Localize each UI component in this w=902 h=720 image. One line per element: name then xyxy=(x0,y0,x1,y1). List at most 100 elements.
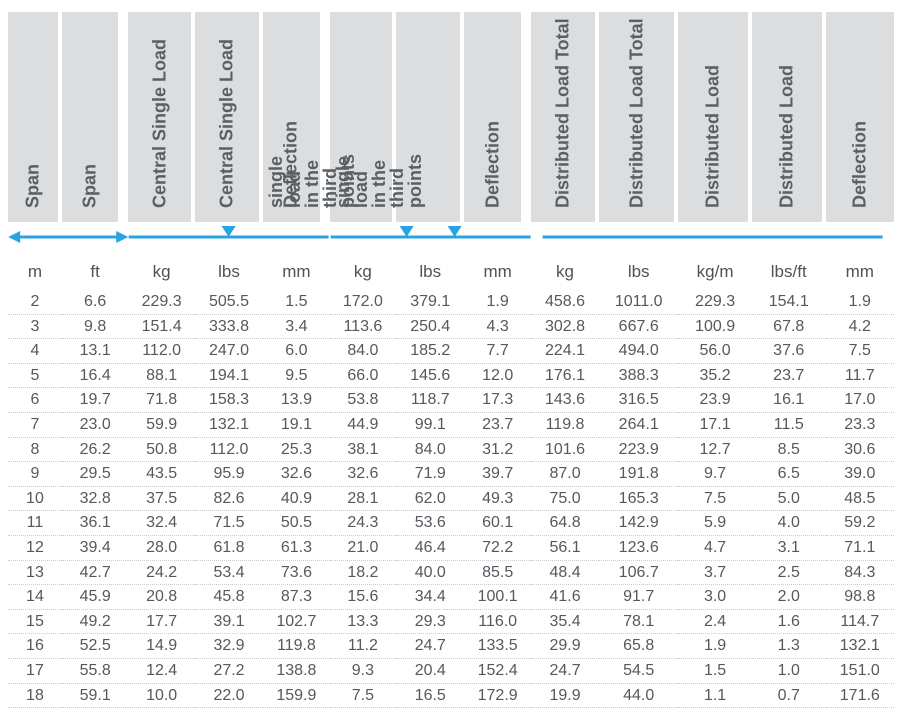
cell: 13.3 xyxy=(330,610,396,635)
cell: 12 xyxy=(8,536,62,561)
cell: 7 xyxy=(8,413,62,438)
table-body: 26.6229.3505.51.5172.0379.11.9458.61011.… xyxy=(8,290,894,708)
cell: 224.1 xyxy=(531,339,599,364)
cell: 4.3 xyxy=(464,315,530,340)
cell: 9.5 xyxy=(263,364,329,389)
cell: 24.2 xyxy=(128,561,194,586)
cell: 48.4 xyxy=(531,561,599,586)
cell: 35.4 xyxy=(531,610,599,635)
cell: 138.8 xyxy=(263,659,329,684)
cell: 40.0 xyxy=(396,561,464,586)
table-row: 516.488.1194.19.566.0145.612.0176.1388.3… xyxy=(8,364,894,389)
distributed-load-icon xyxy=(531,222,894,252)
cell: 8 xyxy=(8,438,62,463)
cell: 23.7 xyxy=(464,413,530,438)
cell: 31.2 xyxy=(464,438,530,463)
cell: 32.8 xyxy=(62,487,128,512)
cell: 38.1 xyxy=(330,438,396,463)
cell: 116.0 xyxy=(464,610,530,635)
cell: 59.2 xyxy=(826,511,894,536)
cell: 73.6 xyxy=(263,561,329,586)
cell: 50.8 xyxy=(128,438,194,463)
cell: 505.5 xyxy=(195,290,263,315)
cell: 23.3 xyxy=(826,413,894,438)
cell: 0.7 xyxy=(752,684,826,709)
cell: 44.0 xyxy=(599,684,678,709)
cell: 39.7 xyxy=(464,462,530,487)
cell: 53.4 xyxy=(195,561,263,586)
cell: 7.5 xyxy=(826,339,894,364)
cell: 9 xyxy=(8,462,62,487)
load-table: SpanSpanCentral Single LoadCentral Singl… xyxy=(8,12,894,708)
cell: 82.6 xyxy=(195,487,263,512)
cell: 1.5 xyxy=(678,659,752,684)
cell: 84.3 xyxy=(826,561,894,586)
cell: 171.6 xyxy=(826,684,894,709)
cell: 13.9 xyxy=(263,388,329,413)
cell: 24.3 xyxy=(330,511,396,536)
cell: 45.8 xyxy=(195,585,263,610)
cell: 6.5 xyxy=(752,462,826,487)
cell: 52.5 xyxy=(62,634,128,659)
cell: 194.1 xyxy=(195,364,263,389)
cell: 16 xyxy=(8,634,62,659)
cell: 302.8 xyxy=(531,315,599,340)
cell: 1.6 xyxy=(752,610,826,635)
cell: 3.0 xyxy=(678,585,752,610)
cell: 19.1 xyxy=(263,413,329,438)
cell: 39.0 xyxy=(826,462,894,487)
cell: 154.1 xyxy=(752,290,826,315)
column-header: Deflection xyxy=(826,12,894,222)
cell: 66.0 xyxy=(330,364,396,389)
cell: 165.3 xyxy=(599,487,678,512)
column-header: Distributed Load Total xyxy=(531,12,599,222)
cell: 1.9 xyxy=(826,290,894,315)
cell: 12.4 xyxy=(128,659,194,684)
table-row: 619.771.8158.313.953.8118.717.3143.6316.… xyxy=(8,388,894,413)
cell: 14.9 xyxy=(128,634,194,659)
cell: 53.8 xyxy=(330,388,396,413)
table-row: 413.1112.0247.06.084.0185.27.7224.1494.0… xyxy=(8,339,894,364)
unit-label: mm xyxy=(263,252,329,290)
cell: 29.9 xyxy=(531,634,599,659)
unit-label: mm xyxy=(826,252,894,290)
cell: 101.6 xyxy=(531,438,599,463)
column-header: Distributed Load xyxy=(752,12,826,222)
cell: 143.6 xyxy=(531,388,599,413)
cell: 95.9 xyxy=(195,462,263,487)
cell: 11.7 xyxy=(826,364,894,389)
cell: 7.5 xyxy=(330,684,396,709)
cell: 36.1 xyxy=(62,511,128,536)
cell: 29.5 xyxy=(62,462,128,487)
cell: 9.8 xyxy=(62,315,128,340)
cell: 59.9 xyxy=(128,413,194,438)
cell: 27.2 xyxy=(195,659,263,684)
cell: 20.8 xyxy=(128,585,194,610)
cell: 17.7 xyxy=(128,610,194,635)
cell: 229.3 xyxy=(128,290,194,315)
unit-label: lbs/ft xyxy=(752,252,826,290)
cell: 64.8 xyxy=(531,511,599,536)
cell: 1.9 xyxy=(464,290,530,315)
cell: 4.0 xyxy=(752,511,826,536)
cell: 56.1 xyxy=(531,536,599,561)
cell: 32.4 xyxy=(128,511,194,536)
cell: 45.9 xyxy=(62,585,128,610)
table-row: 39.8151.4333.83.4113.6250.44.3302.8667.6… xyxy=(8,315,894,340)
cell: 32.9 xyxy=(195,634,263,659)
unit-label: kg xyxy=(531,252,599,290)
column-header: Distributed Load xyxy=(678,12,752,222)
cell: 176.1 xyxy=(531,364,599,389)
cell: 75.0 xyxy=(531,487,599,512)
cell: 10.0 xyxy=(128,684,194,709)
cell: 46.4 xyxy=(396,536,464,561)
cell: 32.6 xyxy=(263,462,329,487)
cell: 71.8 xyxy=(128,388,194,413)
cell: 145.6 xyxy=(396,364,464,389)
cell: 49.2 xyxy=(62,610,128,635)
unit-label: m xyxy=(8,252,62,290)
cell: 4.7 xyxy=(678,536,752,561)
cell: 15.6 xyxy=(330,585,396,610)
cell: 34.4 xyxy=(396,585,464,610)
header-row: SpanSpanCentral Single LoadCentral Singl… xyxy=(8,12,894,222)
